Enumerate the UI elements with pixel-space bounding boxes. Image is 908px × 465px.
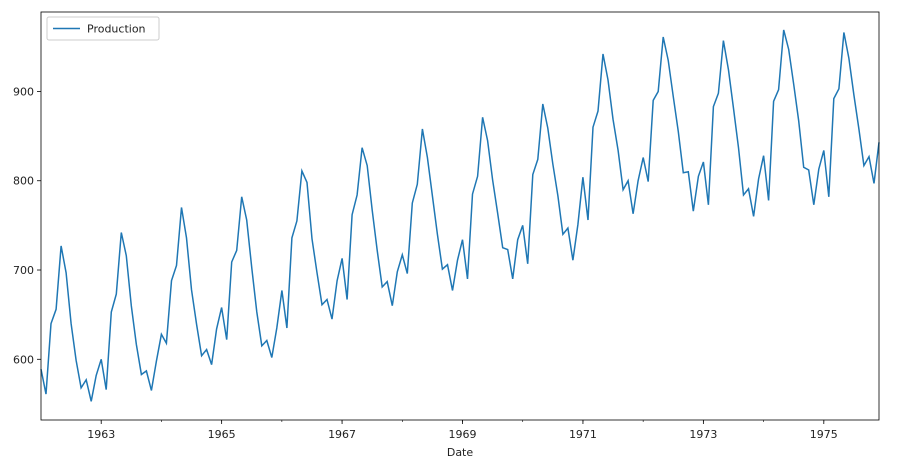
x-tick-label: 1967 <box>328 428 356 441</box>
y-tick-label: 800 <box>13 175 34 188</box>
series-line-production <box>40 29 880 402</box>
legend-label: Production <box>87 23 146 36</box>
x-tick-label: 1973 <box>689 428 717 441</box>
x-tick-label: 1975 <box>810 428 838 441</box>
y-tick-label: 600 <box>13 353 34 366</box>
x-tick-label: 1965 <box>208 428 236 441</box>
y-tick-label: 700 <box>13 264 34 277</box>
plot-frame <box>40 11 880 421</box>
legend-box <box>46 16 160 41</box>
y-tick-label: 900 <box>13 85 34 98</box>
x-tick-label: 1971 <box>569 428 597 441</box>
x-tick-label: 1963 <box>87 428 115 441</box>
x-axis-label: Date <box>447 446 474 459</box>
legend: Production <box>46 16 160 41</box>
x-tick-label: 1969 <box>449 428 477 441</box>
